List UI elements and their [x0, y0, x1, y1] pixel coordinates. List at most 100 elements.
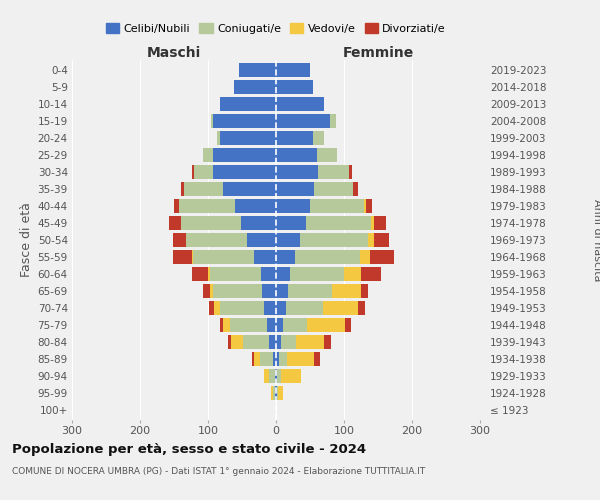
Bar	[288, 284, 332, 298]
Bar	[275, 386, 276, 400]
Bar	[277, 369, 281, 383]
Bar	[296, 335, 324, 349]
Bar	[276, 165, 318, 179]
Bar	[371, 216, 374, 230]
Bar	[332, 284, 361, 298]
Bar	[276, 131, 313, 145]
Bar	[276, 250, 295, 264]
Bar	[301, 233, 368, 247]
Bar	[193, 267, 208, 281]
Bar	[286, 301, 323, 315]
Bar	[264, 301, 276, 315]
Bar	[277, 386, 278, 400]
Bar	[374, 233, 389, 247]
Bar	[276, 80, 313, 94]
Bar	[361, 284, 368, 298]
Y-axis label: Fasce di età: Fasce di età	[20, 202, 34, 278]
Bar	[314, 182, 353, 196]
Bar	[331, 114, 336, 128]
Bar	[314, 352, 320, 366]
Bar	[276, 301, 286, 315]
Bar	[279, 352, 287, 366]
Bar	[230, 318, 267, 332]
Bar	[367, 199, 372, 213]
Bar	[267, 318, 276, 332]
Bar	[344, 267, 361, 281]
Bar	[278, 386, 283, 400]
Bar	[276, 114, 331, 128]
Bar	[358, 301, 365, 315]
Bar	[223, 318, 230, 332]
Bar	[193, 165, 194, 179]
Bar	[344, 318, 352, 332]
Bar	[184, 182, 223, 196]
Bar	[323, 301, 358, 315]
Text: Femmine: Femmine	[343, 46, 413, 60]
Bar	[281, 335, 296, 349]
Bar	[283, 318, 307, 332]
Bar	[364, 199, 367, 213]
Bar	[194, 165, 214, 179]
Text: Anni di nascita: Anni di nascita	[592, 198, 600, 281]
Bar	[261, 267, 276, 281]
Bar	[214, 114, 276, 128]
Bar	[173, 233, 185, 247]
Bar	[276, 199, 310, 213]
Bar	[191, 250, 193, 264]
Bar	[276, 284, 288, 298]
Bar	[262, 284, 276, 298]
Bar	[276, 386, 277, 400]
Bar	[359, 250, 370, 264]
Bar	[223, 182, 276, 196]
Bar	[276, 216, 306, 230]
Bar	[247, 233, 276, 247]
Bar	[275, 369, 276, 383]
Bar	[269, 369, 275, 383]
Bar	[186, 233, 247, 247]
Bar	[306, 216, 371, 230]
Bar	[181, 216, 241, 230]
Bar	[211, 114, 214, 128]
Bar	[185, 233, 186, 247]
Bar	[272, 352, 276, 366]
Bar	[174, 199, 179, 213]
Bar	[209, 301, 214, 315]
Bar	[276, 369, 277, 383]
Bar	[173, 250, 191, 264]
Bar	[234, 80, 276, 94]
Bar	[217, 131, 220, 145]
Bar	[254, 352, 260, 366]
Bar	[368, 233, 374, 247]
Bar	[313, 131, 323, 145]
Bar	[276, 182, 314, 196]
Bar	[210, 267, 261, 281]
Bar	[361, 267, 382, 281]
Text: Popolazione per età, sesso e stato civile - 2024: Popolazione per età, sesso e stato civil…	[12, 442, 366, 456]
Bar	[264, 369, 269, 383]
Bar	[276, 318, 283, 332]
Bar	[271, 386, 273, 400]
Bar	[374, 216, 386, 230]
Bar	[214, 148, 276, 162]
Bar	[276, 97, 323, 111]
Bar	[210, 284, 214, 298]
Bar	[307, 318, 344, 332]
Text: COMUNE DI NOCERA UMBRA (PG) - Dati ISTAT 1° gennaio 2024 - Elaborazione TUTTITAL: COMUNE DI NOCERA UMBRA (PG) - Dati ISTAT…	[12, 467, 425, 476]
Bar	[244, 335, 269, 349]
Bar	[241, 216, 276, 230]
Bar	[235, 199, 276, 213]
Bar	[276, 148, 317, 162]
Bar	[353, 182, 358, 196]
Bar	[281, 369, 301, 383]
Bar	[276, 267, 290, 281]
Bar	[318, 165, 349, 179]
Bar	[370, 250, 394, 264]
Bar	[203, 148, 214, 162]
Bar	[208, 267, 210, 281]
Bar	[317, 148, 337, 162]
Bar	[276, 63, 310, 77]
Bar	[179, 199, 235, 213]
Bar	[254, 250, 276, 264]
Bar	[220, 97, 276, 111]
Bar	[269, 335, 276, 349]
